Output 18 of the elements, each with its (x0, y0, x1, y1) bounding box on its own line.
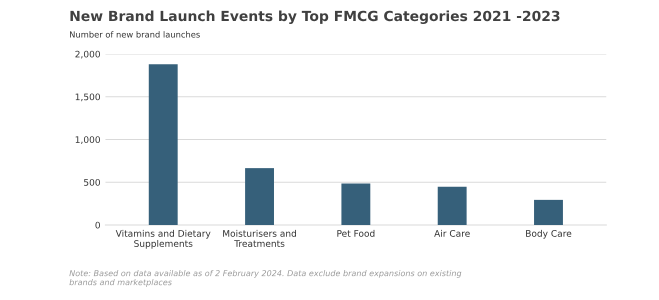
chart-title: New Brand Launch Events by Top FMCG Categories 2021 -2023 (70, 10, 560, 24)
bar (534, 200, 563, 225)
bar (245, 168, 274, 225)
bar (148, 64, 178, 225)
chart-subtitle: Number of new brand launches (70, 31, 200, 38)
y-tick-label: 1,000 (76, 136, 100, 144)
y-tick-label: 2,000 (75, 50, 100, 58)
bar (341, 183, 370, 225)
text: Note: Based on data available as of 2 February 2024. Data exclude brand expansions on existing brands and marketplaces (69, 270, 462, 287)
x-tick-label: Air Care (434, 230, 470, 237)
x-tick-label: Moisturisers and Treatments (223, 230, 296, 247)
y-tick-label: 500 (84, 178, 100, 186)
bar (438, 186, 467, 225)
y-tick-label: 1,500 (76, 93, 100, 102)
x-tick-label: Vitamins and Dietary Supplements (116, 230, 211, 249)
x-tick-label: Pet Food (337, 230, 374, 237)
y-tick-label: 0 (95, 222, 100, 229)
x-tick-label: Body Care (526, 230, 572, 239)
